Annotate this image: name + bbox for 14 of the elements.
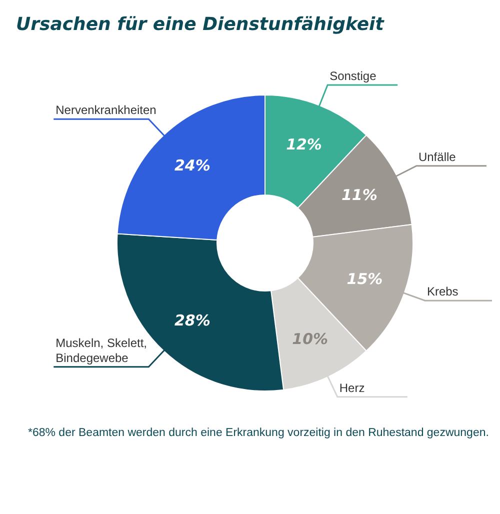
data-label: 10%	[292, 330, 328, 348]
text: *68% der Beamten werden durch eine Erkrankung vorzeitig in den Ruhestand gezwungen.	[28, 427, 489, 439]
slice-label: Krebs	[426, 284, 458, 299]
data-label: 12%	[286, 135, 322, 154]
data-label: 15%	[346, 270, 383, 288]
chart-title: Ursachen für eine Dienstunfähigkeit	[16, 14, 386, 35]
slice-label: Herz	[339, 380, 365, 395]
slice-label: Muskeln, Skelett, Bindegewebe	[56, 336, 147, 365]
data-label: 28%	[174, 311, 210, 330]
slice-label: Sonstige	[330, 68, 377, 83]
data-label: 11%	[341, 186, 378, 204]
data-label: 24%	[174, 156, 210, 175]
slice-label: Unfälle	[418, 150, 456, 164]
slice-label: Nervenkrankheiten	[56, 103, 156, 118]
